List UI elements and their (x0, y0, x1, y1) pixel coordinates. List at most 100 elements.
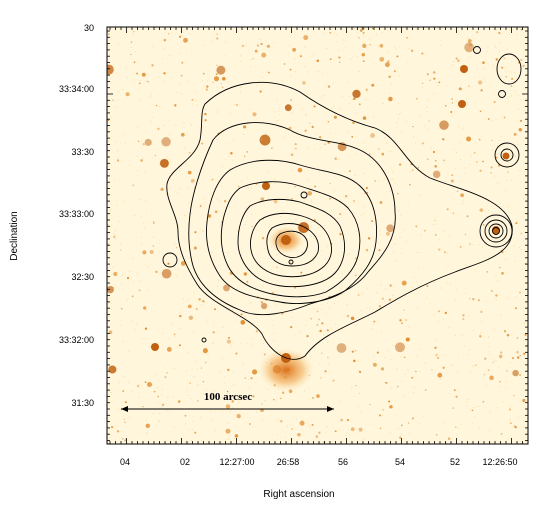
noise-speckle (117, 408, 119, 410)
noise-speckle (511, 371, 513, 373)
noise-speckle (202, 230, 204, 232)
noise-speckle (140, 290, 142, 292)
source-blob (492, 361, 494, 364)
noise-speckle (227, 251, 229, 253)
source-blob (371, 27, 374, 30)
noise-speckle (363, 35, 365, 37)
noise-speckle (311, 201, 313, 203)
noise-speckle (275, 291, 277, 293)
noise-speckle (136, 170, 138, 172)
noise-speckle (286, 197, 288, 199)
noise-speckle (413, 277, 415, 279)
source-blob (361, 53, 365, 57)
noise-speckle (198, 140, 200, 142)
noise-speckle (118, 91, 120, 93)
noise-speckle (111, 299, 113, 301)
noise-speckle (502, 401, 504, 403)
contour-east-bright-2 (484, 219, 508, 243)
noise-speckle (503, 149, 505, 151)
source-blob (236, 413, 241, 419)
noise-speckle (274, 111, 276, 113)
source-blob (355, 274, 357, 277)
source-blob (329, 58, 332, 60)
noise-speckle (524, 49, 526, 51)
noise-speckle (321, 400, 323, 402)
noise-speckle (338, 290, 340, 292)
y-axis-tick-labels: 30 33:34:00 33:30 33:33:00 32:30 33:32:0… (59, 23, 94, 408)
noise-speckle (111, 117, 113, 119)
noise-speckle (468, 315, 470, 317)
noise-speckle (273, 179, 275, 181)
noise-speckle (508, 298, 510, 300)
noise-speckle (372, 208, 374, 210)
noise-speckle (289, 110, 291, 112)
noise-speckle (183, 298, 184, 300)
source-blob (175, 247, 178, 249)
source-blob (133, 61, 136, 64)
noise-speckle (173, 368, 175, 369)
noise-speckle (152, 236, 154, 238)
noise-speckle (398, 210, 400, 212)
noise-speckle (138, 199, 140, 200)
noise-speckle (450, 364, 452, 366)
noise-speckle (273, 333, 275, 335)
noise-speckle (256, 85, 258, 87)
noise-speckle (120, 324, 122, 326)
noise-speckle (477, 367, 479, 369)
x-tick-label: 12:27:00 (219, 457, 254, 467)
noise-speckle (136, 126, 138, 128)
source-blob (398, 163, 402, 166)
noise-speckle (202, 80, 203, 81)
noise-speckle (144, 171, 146, 173)
noise-speckle (361, 310, 363, 312)
noise-speckle (138, 431, 140, 433)
bright-source (262, 182, 270, 190)
noise-speckle (426, 106, 428, 108)
noise-speckle (136, 155, 138, 157)
noise-speckle (366, 307, 368, 309)
noise-speckle (228, 428, 230, 430)
noise-speckle (147, 289, 149, 291)
source-blob (261, 402, 263, 405)
noise-speckle (293, 284, 295, 286)
source-blob (260, 302, 268, 310)
noise-speckle (232, 407, 234, 409)
noise-speckle (357, 405, 359, 407)
noise-speckle (443, 163, 445, 165)
noise-speckle (124, 142, 126, 144)
noise-speckle (392, 344, 394, 346)
noise-speckle (471, 366, 473, 368)
noise-speckle (251, 344, 253, 346)
noise-speckle (207, 354, 209, 356)
noise-speckle (265, 46, 267, 47)
source-blob (357, 294, 360, 296)
noise-speckle (518, 108, 520, 110)
noise-speckle (360, 412, 362, 414)
source-blob (472, 297, 475, 301)
noise-speckle (304, 306, 306, 307)
noise-speckle (123, 376, 125, 377)
source-blob (515, 222, 518, 225)
noise-speckle (190, 123, 192, 124)
source-blob (231, 400, 234, 403)
source-blob (327, 85, 331, 88)
noise-speckle (240, 92, 241, 94)
noise-speckle (303, 201, 305, 202)
noise-speckle (394, 46, 396, 48)
noise-speckle (492, 149, 494, 151)
noise-speckle (439, 44, 441, 46)
source-blob (354, 349, 357, 352)
source-blob (249, 423, 251, 425)
contour-small-5 (498, 90, 506, 98)
noise-speckle (323, 95, 325, 96)
source-blob (316, 324, 319, 326)
source-blob (378, 305, 382, 308)
source-blob (329, 182, 331, 185)
source-blob (366, 191, 369, 194)
noise-speckle (197, 384, 199, 386)
source-blob (447, 437, 451, 440)
source-blob (193, 246, 197, 250)
noise-speckle (423, 415, 425, 417)
noise-speckle (317, 71, 319, 73)
source-blob (476, 161, 478, 163)
